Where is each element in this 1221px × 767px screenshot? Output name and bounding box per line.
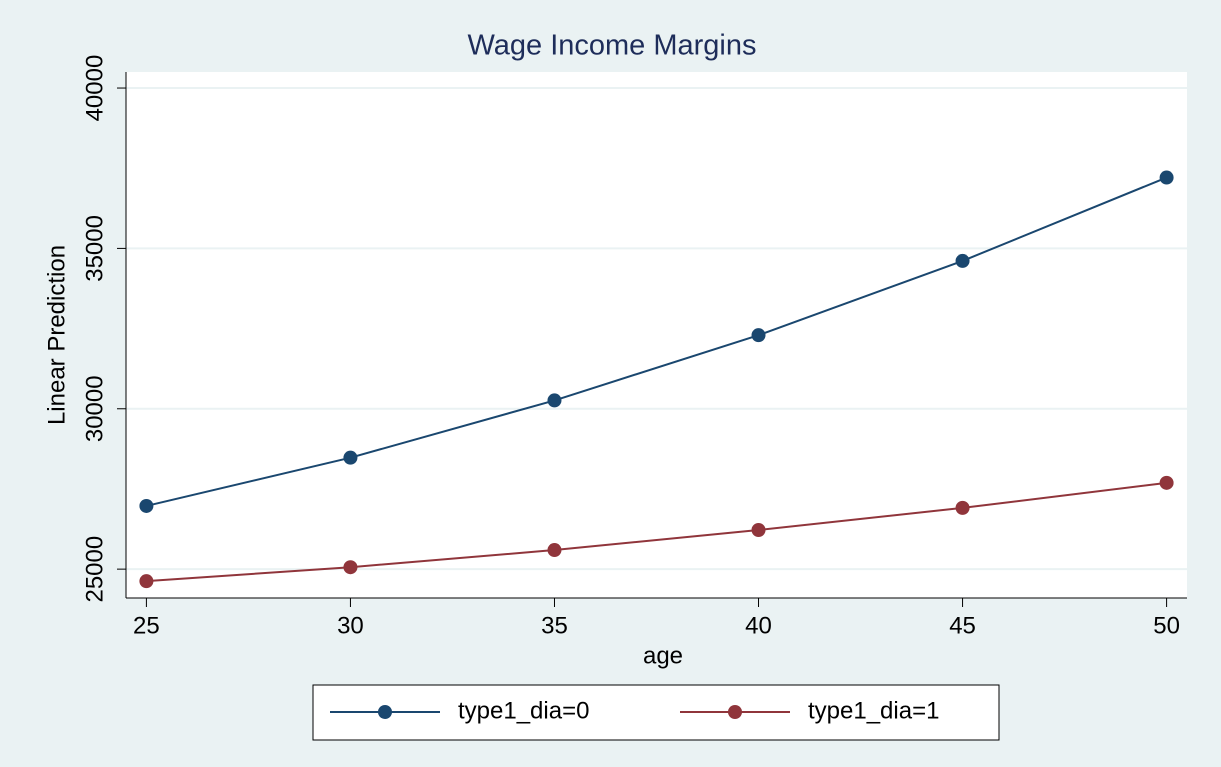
data-point bbox=[955, 253, 970, 268]
data-point bbox=[343, 560, 358, 575]
series-line bbox=[146, 176, 1167, 507]
x-tick-label: 40 bbox=[745, 612, 772, 639]
x-axis-title: age bbox=[643, 642, 683, 669]
y-tick-label: 30000 bbox=[81, 375, 108, 442]
data-point bbox=[751, 523, 766, 538]
y-tick-label: 25000 bbox=[81, 536, 108, 603]
x-tick-label: 45 bbox=[949, 612, 976, 639]
legend-marker bbox=[378, 705, 392, 719]
y-tick-label: 40000 bbox=[81, 55, 108, 122]
series-line bbox=[146, 481, 1167, 583]
x-tick-label: 25 bbox=[133, 612, 160, 639]
legend-label: type1_dia=1 bbox=[808, 697, 939, 724]
data-point bbox=[547, 543, 562, 558]
data-point bbox=[547, 393, 562, 408]
chart-title: Wage Income Margins bbox=[467, 30, 756, 62]
data-point bbox=[751, 328, 766, 343]
data-point bbox=[1159, 170, 1174, 185]
x-tick-label: 30 bbox=[337, 612, 364, 639]
y-axis-title: Linear Prediction bbox=[43, 245, 70, 425]
data-point bbox=[955, 500, 970, 515]
data-point bbox=[1159, 475, 1174, 490]
data-point bbox=[343, 450, 358, 465]
legend-marker bbox=[728, 705, 742, 719]
y-tick-label: 35000 bbox=[81, 215, 108, 282]
data-point bbox=[139, 498, 154, 513]
x-tick-label: 35 bbox=[541, 612, 568, 639]
x-tick-label: 50 bbox=[1153, 612, 1180, 639]
data-point bbox=[139, 574, 154, 589]
plot-area bbox=[126, 72, 1187, 598]
legend-label: type1_dia=0 bbox=[458, 697, 589, 724]
